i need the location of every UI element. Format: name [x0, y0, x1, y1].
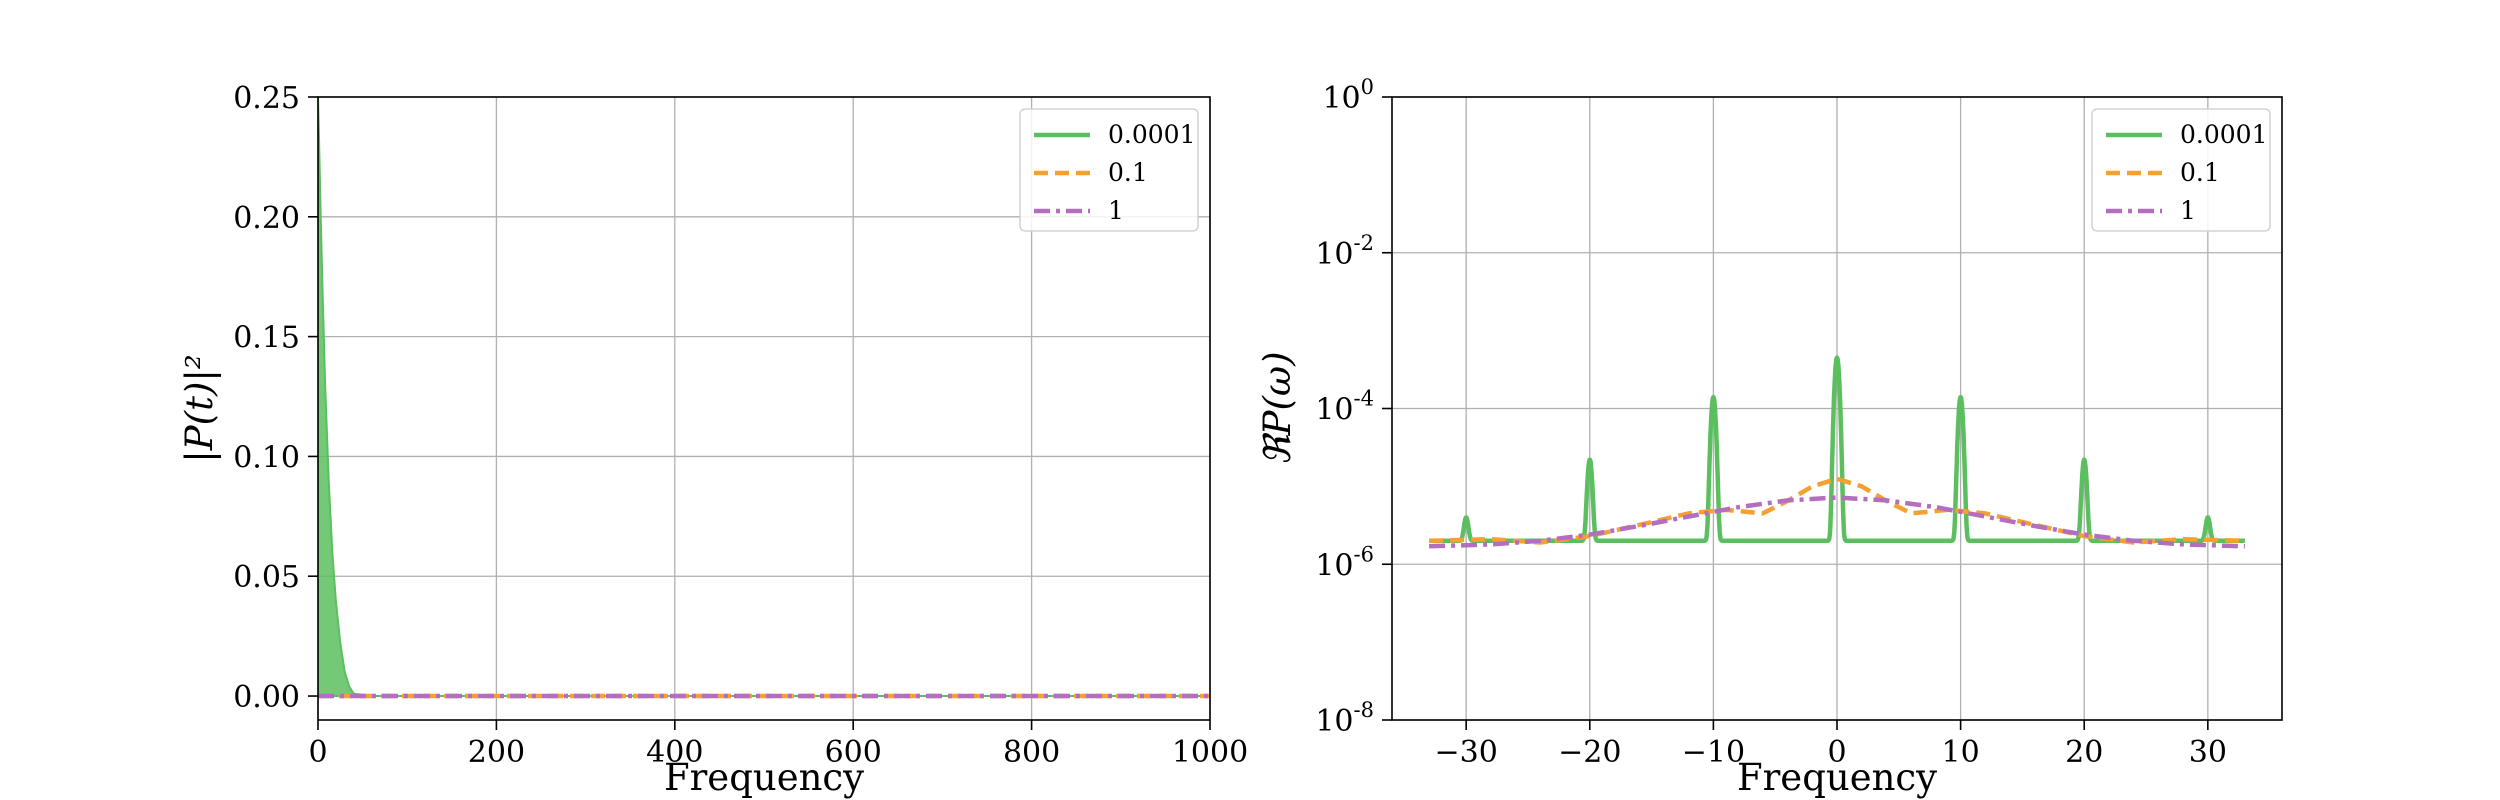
y-tick-label: 10-2	[1315, 231, 1374, 272]
x-tick-label: 0	[308, 735, 327, 770]
y-tick-label: 0.10	[233, 440, 300, 475]
x-tick-label: 1000	[1172, 735, 1248, 770]
right-ticks: −30 −20 −10 0 10 20 30 10-8 10-6 10-4 10-2 100	[1315, 75, 2227, 770]
x-tick-label: −30	[1435, 735, 1498, 770]
right-x-axis-label: Frequency	[1737, 756, 1937, 799]
x-tick-label: 10	[1942, 735, 1980, 770]
legend-box	[2091, 108, 2271, 232]
legend-label: 0.0001	[2180, 120, 2267, 149]
x-tick-label: 20	[2065, 735, 2103, 770]
y-tick-label: 10-8	[1315, 698, 1374, 739]
right-legend: 0.0001 0.1 1	[2091, 108, 2271, 232]
panel-right-chart: −30 −20 −10 0 10 20 30 10-8 10-6 10-4 10-2 100 Freq…	[1256, 75, 2283, 799]
y-tick-label: 100	[1322, 75, 1374, 116]
y-tick-label: 10-6	[1315, 542, 1374, 583]
x-tick-label: 400	[646, 735, 703, 770]
x-tick-label: 800	[1003, 735, 1060, 770]
x-tick-label: −10	[1682, 735, 1745, 770]
left-plot-frame	[317, 96, 1211, 721]
legend-label: 1	[1108, 196, 1124, 225]
left-ticks: 0 200 400 600 800 1000 0.00 0.05 0.10 0.15 0.20 0.2…	[233, 81, 1248, 770]
legend-label: 0.1	[1108, 158, 1148, 187]
x-tick-label: 200	[468, 735, 525, 770]
legend-label: 0.0001	[1108, 120, 1195, 149]
series-line-1	[1429, 495, 2245, 549]
y-tick-label: 0.20	[233, 201, 300, 236]
left-y-axis-label: |P(t)|²	[178, 354, 221, 462]
legend-label: 0.1	[2180, 158, 2220, 187]
left-x-axis-label: Frequency	[664, 756, 864, 799]
x-tick-label: 600	[825, 735, 882, 770]
y-tick-label: 0.00	[233, 680, 300, 715]
legend-label: 1	[2180, 196, 2196, 225]
x-tick-label: 30	[2189, 735, 2227, 770]
right-y-axis-label: ℜP(ω)	[1256, 351, 1299, 465]
y-tick-label: 0.15	[233, 321, 300, 356]
x-tick-label: 0	[1827, 735, 1846, 770]
x-tick-label: −20	[1558, 735, 1621, 770]
y-tick-label: 0.25	[233, 81, 300, 116]
right-series	[1427, 355, 2247, 549]
left-series	[318, 97, 1210, 699]
y-tick-label: 10-4	[1315, 387, 1374, 428]
y-tick-label: 0.05	[233, 560, 300, 595]
legend-box	[1019, 108, 1199, 232]
left-legend: 0.0001 0.1 1	[1019, 108, 1199, 232]
panel-left-chart: 0 200 400 600 800 1000 0.00 0.05 0.10 0.15 0.20 0.2…	[178, 81, 1248, 799]
